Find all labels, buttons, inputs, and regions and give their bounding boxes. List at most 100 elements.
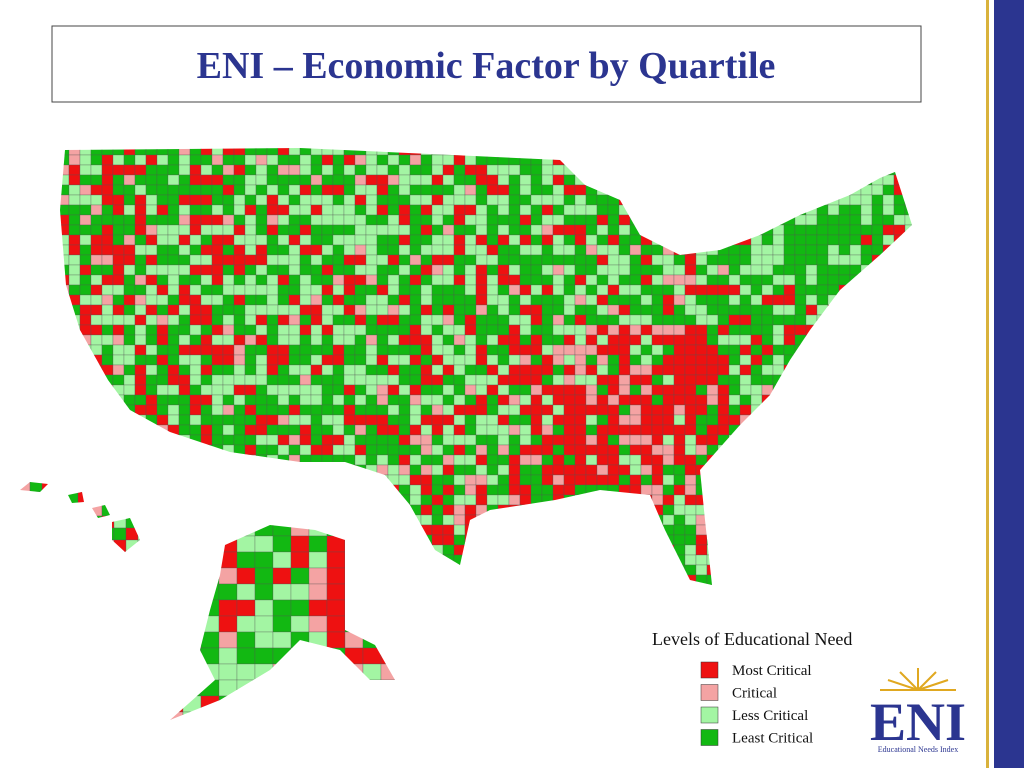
county <box>640 424 653 436</box>
county <box>79 244 92 256</box>
county <box>607 204 620 216</box>
county <box>464 344 477 356</box>
county <box>398 324 411 336</box>
county <box>431 204 444 216</box>
county <box>233 374 246 386</box>
county <box>618 324 631 336</box>
county <box>618 424 631 436</box>
county <box>629 354 642 366</box>
county <box>277 234 290 246</box>
county <box>178 424 191 436</box>
county <box>662 504 675 516</box>
county <box>376 284 389 296</box>
county <box>200 424 213 436</box>
county <box>486 434 499 446</box>
county <box>717 324 730 336</box>
county <box>365 244 378 256</box>
county <box>113 527 127 541</box>
county <box>486 464 499 476</box>
county <box>552 384 565 396</box>
county <box>398 184 411 196</box>
county <box>189 334 202 346</box>
county <box>189 274 202 286</box>
county <box>728 404 741 416</box>
county <box>112 254 125 266</box>
county <box>288 274 301 286</box>
county <box>310 254 323 266</box>
county <box>178 234 191 246</box>
county <box>871 224 884 236</box>
county <box>387 324 400 336</box>
county <box>167 184 180 196</box>
county <box>387 314 400 326</box>
county <box>266 324 279 336</box>
county <box>882 214 895 226</box>
county <box>640 254 653 266</box>
county <box>145 154 158 166</box>
county <box>651 334 664 346</box>
county <box>420 204 433 216</box>
county <box>464 334 477 346</box>
county <box>442 204 455 216</box>
county <box>607 294 620 306</box>
county <box>442 414 455 426</box>
county <box>288 234 301 246</box>
county <box>343 304 356 316</box>
county <box>530 414 543 426</box>
county <box>277 384 290 396</box>
county <box>299 304 312 316</box>
county <box>409 424 422 436</box>
county <box>244 434 257 446</box>
county <box>376 184 389 196</box>
county <box>574 314 587 326</box>
county <box>684 354 697 366</box>
county <box>332 334 345 346</box>
county <box>244 154 257 166</box>
county <box>871 204 884 216</box>
county <box>475 484 488 496</box>
county <box>365 304 378 316</box>
county <box>218 599 238 617</box>
county <box>497 494 510 506</box>
county <box>486 174 499 186</box>
county <box>695 444 708 456</box>
county <box>211 274 224 286</box>
county <box>244 344 257 356</box>
county <box>442 364 455 376</box>
county <box>79 234 92 246</box>
county <box>563 454 576 466</box>
county <box>552 464 565 476</box>
county <box>189 224 202 236</box>
county <box>233 164 246 176</box>
county <box>167 204 180 216</box>
county <box>244 414 257 426</box>
county <box>376 314 389 326</box>
county <box>684 284 697 296</box>
county <box>673 414 686 426</box>
county <box>475 384 488 396</box>
county <box>475 324 488 336</box>
county <box>387 464 400 476</box>
county <box>442 514 455 526</box>
county <box>376 304 389 316</box>
county <box>266 174 279 186</box>
county <box>783 234 796 246</box>
county <box>244 304 257 316</box>
county <box>354 434 367 446</box>
county <box>563 424 576 436</box>
county <box>310 154 323 166</box>
county <box>673 314 686 326</box>
county <box>497 484 510 496</box>
county <box>552 224 565 236</box>
county <box>101 174 114 186</box>
county <box>398 374 411 386</box>
county <box>739 264 752 276</box>
county <box>728 254 741 266</box>
county <box>728 264 741 276</box>
county <box>354 404 367 416</box>
title: ENI – Economic Factor by Quartile <box>197 45 776 87</box>
county <box>68 234 81 246</box>
county <box>310 164 323 176</box>
county <box>376 294 389 306</box>
county <box>519 334 532 346</box>
